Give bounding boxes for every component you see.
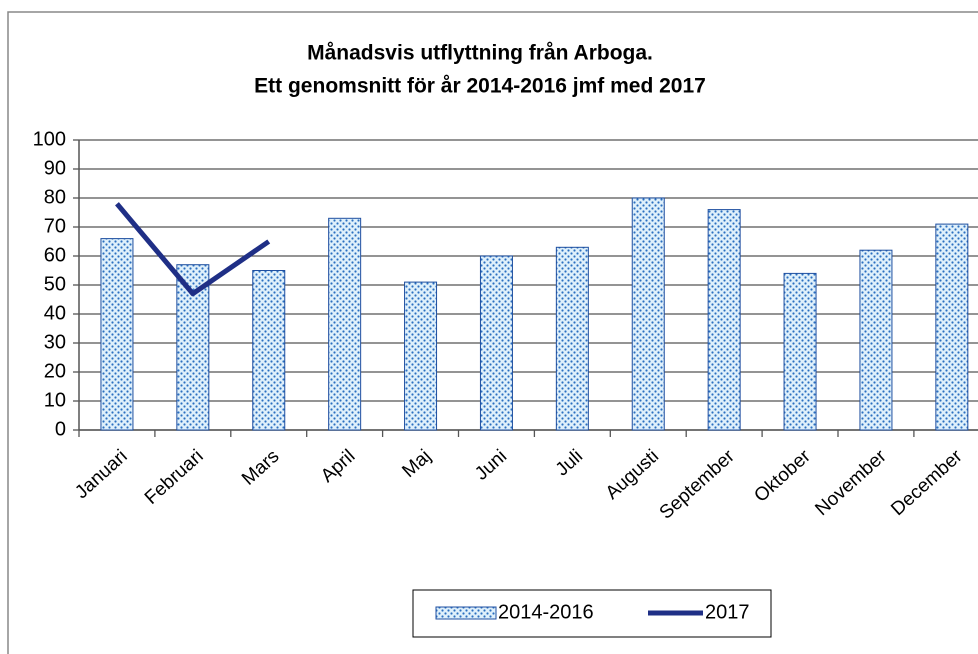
y-tick-label: 50 [44,273,66,295]
y-tick-label: 30 [44,331,66,353]
x-tick-label: November [811,445,891,520]
chart-subtitle: Ett genomsnitt för år 2014-2016 jmf med … [254,75,706,98]
bar [859,249,893,431]
y-tick-label: 0 [55,418,66,440]
y-tick-label: 100 [33,128,66,150]
y-tick-label: 40 [44,302,66,324]
bar [176,264,210,431]
bar [555,246,589,431]
legend-label: 2017 [705,601,750,623]
bar [479,255,513,431]
y-tick-label: 60 [44,244,66,266]
x-tick-label: Augusti [602,446,663,504]
x-tick-label: Mars [238,446,283,490]
legend-swatch [435,606,497,620]
x-tick-label: Maj [398,446,435,482]
bar [252,270,286,431]
chart-frame [7,11,978,654]
bar [404,281,438,431]
bar [707,209,741,431]
y-tick-label: 20 [44,360,66,382]
x-tick-label: September [656,445,740,523]
y-tick-label: 70 [44,215,66,237]
x-tick-label: Januari [71,446,131,503]
bar [935,223,969,431]
line [115,202,271,297]
x-tick-label: April [317,446,359,487]
bar [328,217,362,431]
x-tick-label: Oktober [750,445,815,506]
bar [631,197,665,431]
bar [783,272,817,431]
y-tick-label: 80 [44,186,66,208]
bar [100,238,134,431]
chart-title: Månadsvis utflyttning från Arboga. [307,42,653,65]
y-tick-label: 90 [44,157,66,179]
x-tick-label: Februari [141,446,208,509]
x-tick-label: December [887,445,967,520]
x-tick-label: Juli [552,446,587,481]
y-tick-label: 10 [44,389,66,411]
legend-label: 2014-2016 [498,601,594,623]
x-tick-label: Juni [471,446,511,485]
